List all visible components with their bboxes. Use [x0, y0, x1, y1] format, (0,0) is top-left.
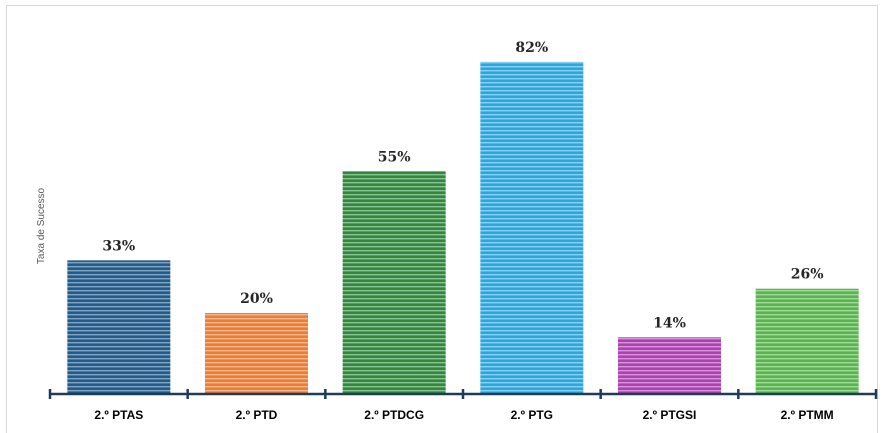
- x-tick-label: 2.º PTD: [236, 408, 278, 422]
- bar-2-ptas: [67, 260, 171, 394]
- data-label: 26%: [791, 267, 824, 283]
- data-label: 55%: [378, 149, 411, 165]
- labels-layer: 33% 2.º PTAS 20% 2.º PTD 55% 2.º PTDCG 82% 2.º …: [94, 40, 833, 422]
- bar-2-ptd: [205, 313, 308, 394]
- x-tick-label: 2.º PTMM: [781, 408, 834, 422]
- data-label: 33%: [102, 238, 135, 254]
- data-label: 14%: [653, 315, 686, 331]
- data-label: 82%: [515, 40, 548, 56]
- x-tick-label: 2.º PTGSI: [643, 408, 697, 422]
- x-tick-label: 2.º PTG: [511, 408, 553, 422]
- bar-2-ptmm: [755, 288, 859, 394]
- data-label: 20%: [240, 291, 273, 307]
- x-tick-label: 2.º PTDCG: [364, 408, 424, 422]
- x-tick-label: 2.º PTAS: [94, 408, 143, 422]
- bar-2-ptg: [480, 61, 584, 395]
- y-axis-label: Taxa de Sucesso: [36, 187, 47, 264]
- x-axis: [48, 389, 878, 399]
- bar-2-ptgsi: [618, 337, 721, 394]
- bar-2-ptdcg: [342, 171, 446, 394]
- bars-layer: [67, 61, 859, 395]
